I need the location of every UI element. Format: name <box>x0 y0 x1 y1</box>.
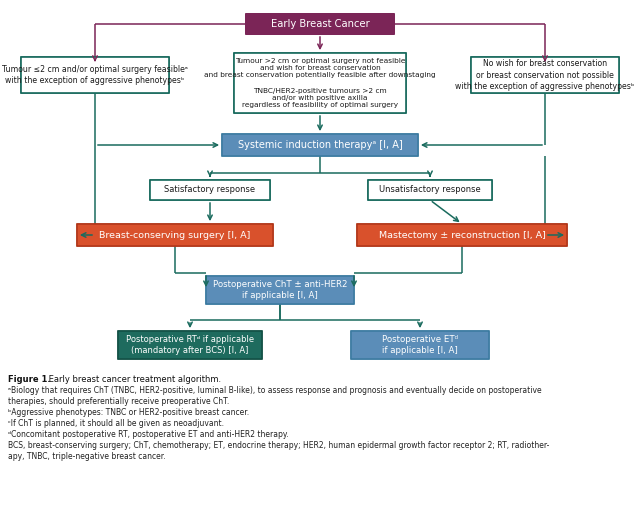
Text: Tumour ≤2 cm and/or optimal surgery feasibleᵃ
with the exception of aggressive p: Tumour ≤2 cm and/or optimal surgery feas… <box>2 65 188 85</box>
Text: Satisfactory response: Satisfactory response <box>164 186 255 195</box>
Text: ᵈConcomitant postoperative RT, postoperative ET and anti-HER2 therapy.: ᵈConcomitant postoperative RT, postopera… <box>8 430 289 439</box>
Text: Tumour >2 cm or optimal surgery not feasible
and wish for breast conservation
an: Tumour >2 cm or optimal surgery not feas… <box>204 57 436 109</box>
FancyBboxPatch shape <box>351 331 489 359</box>
FancyBboxPatch shape <box>21 57 169 93</box>
Text: Unsatisfactory response: Unsatisfactory response <box>379 186 481 195</box>
Text: Early Breast Cancer: Early Breast Cancer <box>271 19 369 29</box>
FancyBboxPatch shape <box>222 134 418 156</box>
FancyBboxPatch shape <box>234 53 406 113</box>
Text: ᵇAggressive phenotypes: TNBC or HER2-positive breast cancer.: ᵇAggressive phenotypes: TNBC or HER2-pos… <box>8 408 249 417</box>
Text: Early breast cancer treatment algorithm.: Early breast cancer treatment algorithm. <box>46 375 221 384</box>
Text: Postoperative RTᵈ if applicable
(mandatory after BCS) [I, A]: Postoperative RTᵈ if applicable (mandato… <box>126 335 254 355</box>
Text: apy, TNBC, triple-negative breast cancer.: apy, TNBC, triple-negative breast cancer… <box>8 452 166 461</box>
Text: Mastectomy ± reconstruction [I, A]: Mastectomy ± reconstruction [I, A] <box>379 231 545 240</box>
FancyBboxPatch shape <box>77 224 273 246</box>
Text: therapies, should preferentially receive preoperative ChT.: therapies, should preferentially receive… <box>8 397 229 406</box>
FancyBboxPatch shape <box>357 224 567 246</box>
Text: Postoperative ChT ± anti-HER2
if applicable [I, A]: Postoperative ChT ± anti-HER2 if applica… <box>212 280 348 300</box>
Text: BCS, breast-conserving surgery; ChT, chemotherapy; ET, endocrine therapy; HER2, : BCS, breast-conserving surgery; ChT, che… <box>8 441 549 450</box>
FancyBboxPatch shape <box>471 57 619 93</box>
Text: Postoperative ETᵈ
if applicable [I, A]: Postoperative ETᵈ if applicable [I, A] <box>382 335 458 355</box>
Text: ᶜIf ChT is planned, it should all be given as neoadjuvant.: ᶜIf ChT is planned, it should all be giv… <box>8 419 224 428</box>
FancyBboxPatch shape <box>246 14 394 34</box>
FancyBboxPatch shape <box>368 180 492 200</box>
Text: ᵃBiology that requires ChT (TNBC, HER2-positive, luminal B-like), to assess resp: ᵃBiology that requires ChT (TNBC, HER2-p… <box>8 386 541 395</box>
Text: Figure 1.: Figure 1. <box>8 375 51 384</box>
FancyBboxPatch shape <box>150 180 270 200</box>
Text: No wish for breast conservation
or breast conservation not possible
with the exc: No wish for breast conservation or breas… <box>456 59 635 91</box>
Text: Systemic induction therapyᵃ [I, A]: Systemic induction therapyᵃ [I, A] <box>237 140 403 150</box>
Text: Breast-conserving surgery [I, A]: Breast-conserving surgery [I, A] <box>99 231 251 240</box>
FancyBboxPatch shape <box>118 331 262 359</box>
FancyBboxPatch shape <box>206 276 354 304</box>
